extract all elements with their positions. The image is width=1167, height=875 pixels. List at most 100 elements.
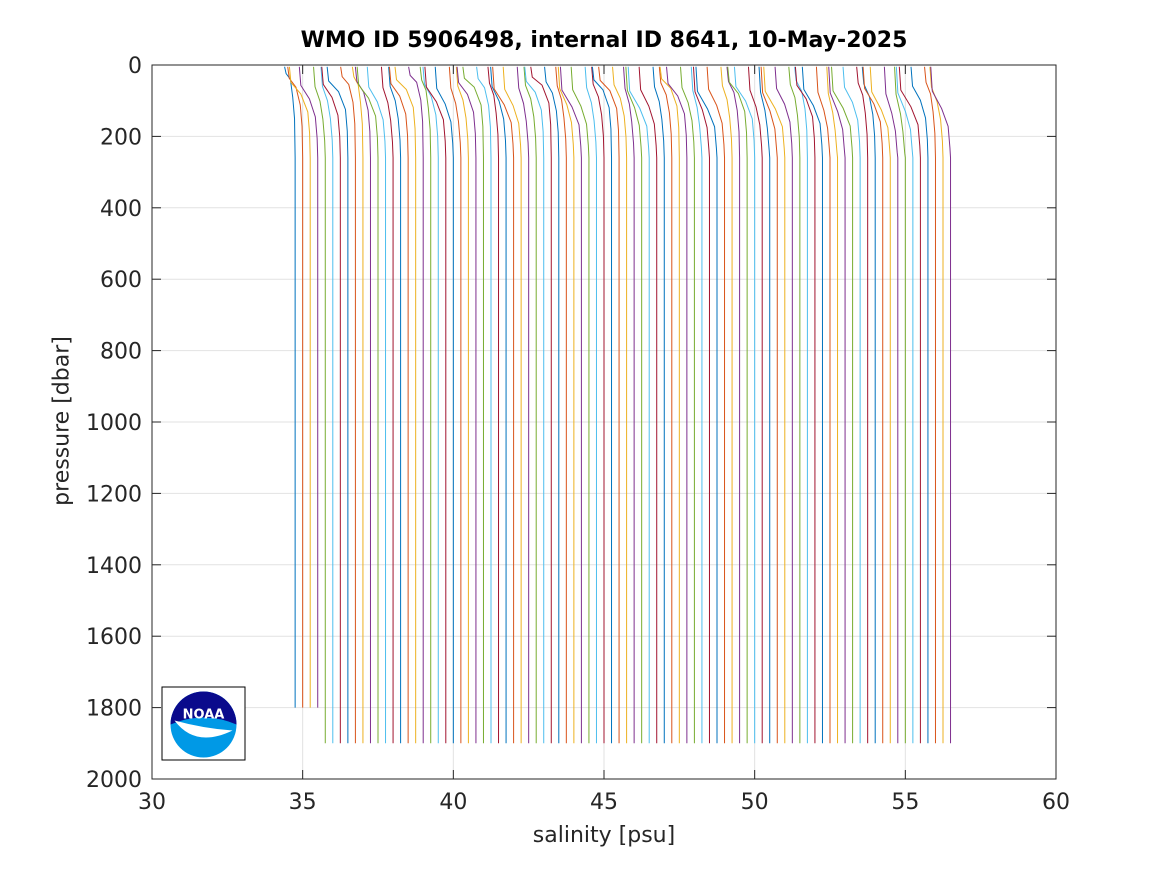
y-tick-label: 200: [100, 125, 142, 150]
salinity-profile: [298, 66, 319, 708]
salinity-profile: [288, 66, 311, 708]
salinity-profile: [598, 66, 620, 744]
salinity-profile: [388, 66, 409, 744]
salinity-profile: [695, 66, 718, 744]
noaa-logo: NOAA: [161, 686, 246, 761]
salinity-profile: [320, 66, 334, 744]
x-axis-label: salinity [psu]: [532, 823, 676, 848]
salinity-profile: [638, 66, 658, 744]
y-tick-label: 1000: [86, 411, 142, 436]
salinity-profile: [422, 66, 439, 744]
salinity-profile: [706, 66, 726, 744]
salinity-profile: [394, 66, 417, 744]
salinity-profile: [690, 66, 703, 744]
salinity-profile: [733, 66, 756, 744]
salinity-profile: [366, 66, 387, 744]
salinity-profile: [794, 66, 816, 744]
salinity-profile: [727, 66, 748, 744]
y-tick-label: 1800: [86, 697, 142, 722]
x-tick-label: 50: [741, 790, 769, 815]
salinity-profile: [434, 66, 454, 744]
salinity-profile: [555, 66, 567, 744]
salinity-profile: [591, 66, 605, 744]
salinity-profile: [388, 66, 402, 744]
salinity-profile: [929, 66, 944, 744]
y-tick-label: 600: [100, 268, 142, 293]
salinity-profile: [659, 66, 680, 744]
salinity-profile: [895, 66, 914, 744]
logo-circle-dark: [170, 691, 237, 725]
salinity-profile: [680, 66, 695, 744]
y-tick-label: 0: [128, 54, 142, 79]
salinity-profile: [826, 66, 839, 744]
salinity-profile: [788, 66, 801, 744]
salinity-profile: [652, 66, 665, 744]
salinity-profile: [419, 66, 432, 744]
x-tick-label: 35: [289, 790, 317, 815]
x-tick-label: 55: [891, 790, 919, 815]
salinity-profile: [666, 66, 688, 744]
salinity-profile: [516, 66, 530, 744]
salinity-profile: [354, 66, 371, 744]
salinity-profile: [321, 66, 341, 744]
salinity-profile: [557, 66, 575, 744]
salinity-profile: [530, 66, 552, 744]
salinity-profile: [801, 66, 823, 744]
chart-title: WMO ID 5906498, internal ID 8641, 10-May…: [300, 28, 908, 53]
salinity-profile: [524, 66, 545, 744]
x-tick-label: 40: [439, 790, 467, 815]
logo-text: NOAA: [183, 708, 225, 723]
salinity-profile: [424, 66, 447, 744]
salinity-profile: [612, 66, 628, 744]
salinity-profile: [448, 66, 462, 744]
salinity-profile: [408, 66, 424, 744]
salinity-profile: [627, 66, 650, 744]
salinity-profile: [623, 66, 635, 744]
salinity-profile: [910, 66, 929, 744]
axes-layer: 30 35 40 45 50 55 6002004006008001000120014001…: [86, 54, 1070, 815]
salinity-profile: [490, 66, 507, 744]
salinity-profile: [726, 66, 741, 744]
salinity-profile: [930, 66, 952, 744]
salinity-profile: [831, 66, 854, 744]
salinity-profile: [758, 66, 771, 744]
salinity-profile: [898, 66, 921, 744]
y-tick-label: 2000: [86, 768, 142, 793]
salinity-profile: [456, 66, 477, 744]
salinity-profile: [747, 66, 763, 744]
salinity-profile: [313, 66, 326, 744]
salinity-profile: [856, 66, 869, 744]
salinity-profile: [658, 66, 673, 744]
salinity-profile: [842, 66, 861, 744]
y-axis-label: pressure [dbar]: [49, 336, 75, 506]
salinity-profile: [720, 66, 733, 744]
salinity-profile: [462, 66, 484, 744]
x-tick-label: 45: [590, 790, 618, 815]
salinity-profile: [625, 66, 643, 744]
salinity-profile: [492, 66, 515, 744]
x-tick-label: 30: [138, 790, 166, 815]
salinity-profile: [544, 66, 560, 744]
salinity-profile: [760, 66, 778, 744]
salinity-profile: [570, 66, 590, 744]
salinity-profile: [763, 66, 786, 744]
logo-wave: [174, 720, 233, 738]
salinity-profile: [326, 66, 349, 744]
salinity-profile: [862, 66, 884, 744]
salinity-profile: [380, 66, 394, 744]
y-tick-label: 400: [100, 197, 142, 222]
salinity-profile: [351, 66, 364, 744]
salinity-profile: [883, 66, 899, 744]
salinity-profile: [559, 66, 582, 744]
salinity-profile: [584, 66, 597, 744]
y-tick-label: 800: [100, 340, 142, 365]
salinity-profile: [591, 66, 613, 744]
salinity-profile: [356, 66, 379, 744]
salinity-profile: [502, 66, 522, 744]
x-tick-label: 60: [1042, 790, 1070, 815]
y-tick-label: 1400: [86, 554, 142, 579]
y-tick-label: 1600: [86, 625, 142, 650]
salinity-profile: [815, 66, 831, 744]
